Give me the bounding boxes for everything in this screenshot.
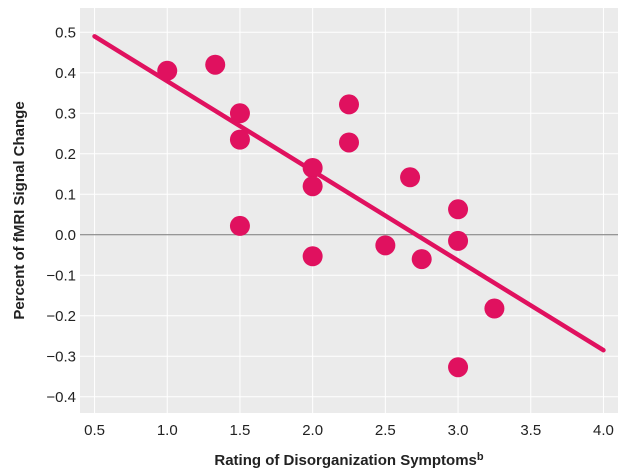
- x-tick-label: 4.0: [593, 422, 614, 439]
- y-tick-label: 0.2: [55, 146, 76, 163]
- data-point: [339, 94, 359, 115]
- y-tick-label: −0.1: [46, 267, 76, 284]
- data-point: [448, 199, 469, 220]
- y-tick-label: −0.4: [46, 389, 76, 406]
- x-tick-label: 2.5: [375, 422, 396, 439]
- y-tick-label: −0.2: [46, 308, 76, 325]
- data-point: [302, 176, 323, 197]
- data-point: [339, 132, 359, 153]
- tick-labels: 0.5 1.0 1.5 2.0 2.5 3.0 3.5 4.0 0.5 0.4 0.3 0.2 0.1 0…: [46, 24, 614, 439]
- data-point: [448, 357, 469, 378]
- regression-line: [92, 34, 606, 353]
- x-axis-title-superscript: b: [477, 451, 484, 463]
- x-axis-title: Rating of Disorganization Symptomsb: [214, 451, 484, 469]
- x-axis-title-text: Rating of Disorganization Symptoms: [214, 452, 477, 469]
- data-point: [448, 230, 469, 251]
- data-point: [157, 60, 178, 81]
- y-tick-label: 0.1: [55, 186, 76, 203]
- y-tick-label: 0.5: [55, 24, 76, 41]
- data-point: [205, 54, 226, 75]
- data-point: [229, 215, 250, 236]
- data-points: [157, 54, 505, 378]
- y-axis-title: Percent of fMRI Signal Change: [11, 101, 28, 319]
- y-tick-label: 0.3: [55, 105, 76, 122]
- data-point: [400, 167, 421, 188]
- x-tick-label: 3.5: [520, 422, 541, 439]
- x-tick-label: 1.0: [157, 422, 178, 439]
- data-point: [302, 157, 323, 178]
- data-point: [375, 235, 396, 256]
- x-tick-label: 3.0: [448, 422, 469, 439]
- data-point: [229, 129, 250, 150]
- y-tick-label: 0.0: [55, 227, 76, 244]
- data-point: [229, 103, 250, 124]
- x-tick-label: 2.0: [302, 422, 323, 439]
- data-point: [411, 249, 432, 270]
- y-tick-label: −0.3: [46, 348, 76, 365]
- x-tick-label: 1.5: [230, 422, 251, 439]
- x-tick-label: 0.5: [84, 422, 105, 439]
- y-tick-label: 0.4: [55, 65, 76, 82]
- data-point: [484, 298, 505, 319]
- data-point: [302, 246, 323, 267]
